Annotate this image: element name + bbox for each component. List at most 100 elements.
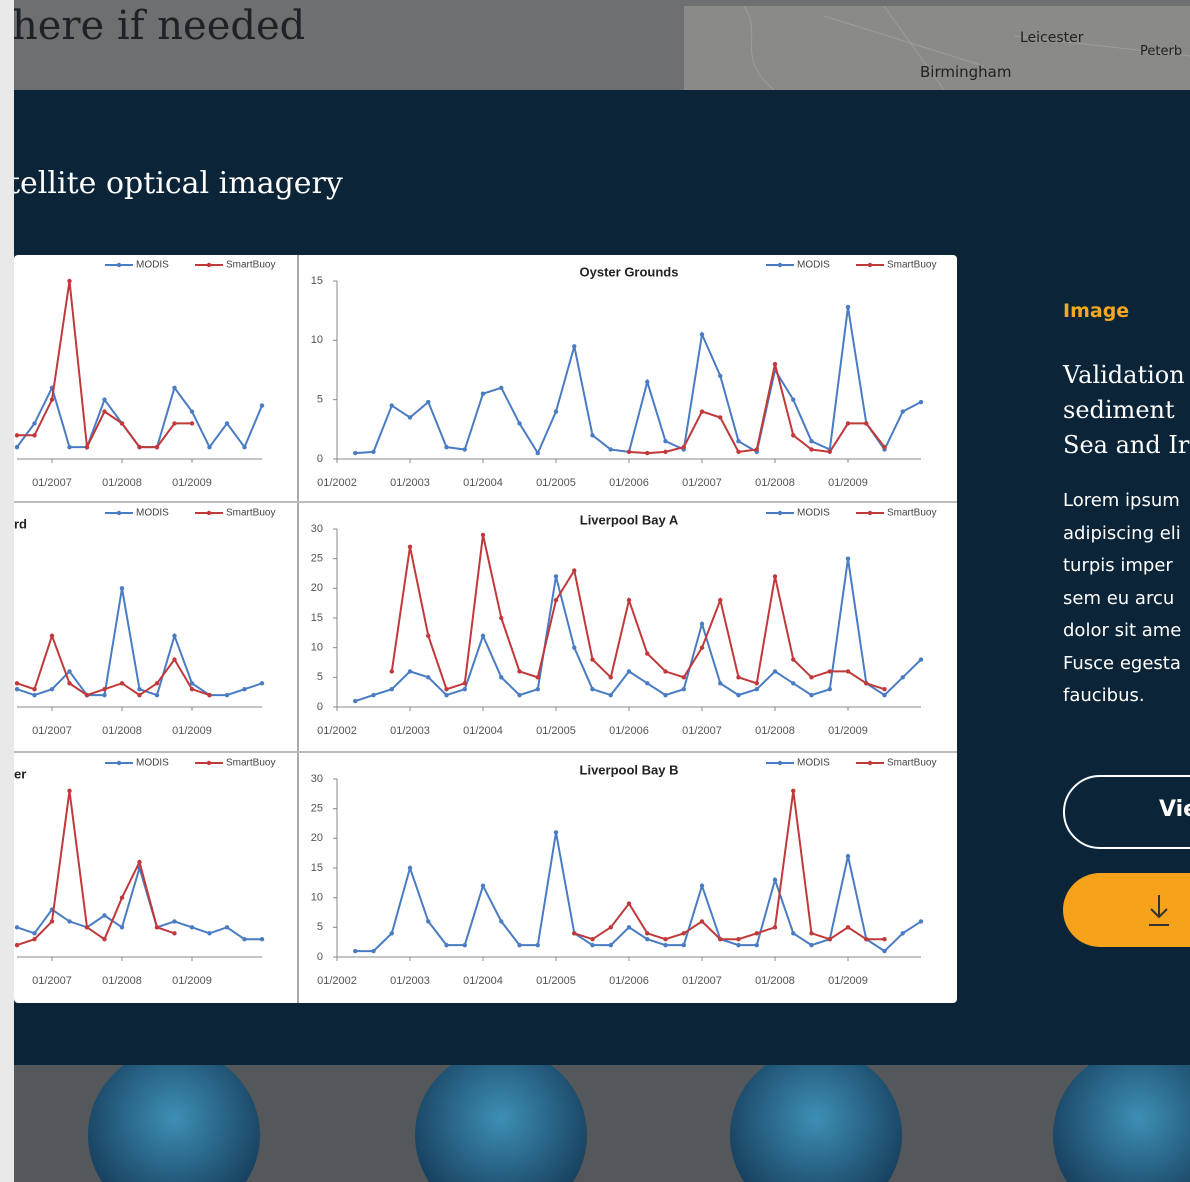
data-point [645, 451, 649, 455]
data-point [353, 949, 357, 953]
x-tick-label: 01/2006 [609, 477, 649, 489]
y-tick-label: 10 [311, 334, 323, 346]
data-point [846, 305, 850, 309]
x-tick-label: 01/2003 [390, 975, 430, 987]
data-point [882, 693, 886, 697]
data-point [155, 445, 159, 449]
x-tick-label: 01/2002 [317, 975, 357, 987]
legend-label: MODIS [136, 758, 169, 769]
data-point [463, 681, 467, 685]
data-point [609, 675, 613, 679]
data-point [190, 409, 194, 413]
data-point [682, 445, 686, 449]
data-point [15, 925, 19, 929]
data-point [120, 925, 124, 929]
data-point [590, 943, 594, 947]
data-point [773, 574, 777, 578]
x-tick-label: 01/2003 [390, 725, 430, 737]
data-point [700, 622, 704, 626]
legend-marker [868, 511, 872, 515]
data-point [590, 433, 594, 437]
data-point [736, 937, 740, 941]
data-point [102, 693, 106, 697]
data-point [791, 397, 795, 401]
data-point [50, 634, 54, 638]
legend-label: SmartBuoy [226, 508, 275, 519]
data-point [572, 645, 576, 649]
data-point [155, 681, 159, 685]
data-point [353, 699, 357, 703]
data-point [390, 669, 394, 673]
data-point [700, 884, 704, 888]
data-point [536, 687, 540, 691]
y-tick-label: 20 [311, 832, 323, 844]
legend-marker [778, 511, 782, 515]
data-point [137, 687, 141, 691]
x-tick-label: 01/2007 [682, 477, 722, 489]
data-point [663, 943, 667, 947]
chart-title: Oyster Grounds [580, 264, 679, 279]
data-point [242, 937, 246, 941]
data-point [590, 937, 594, 941]
data-point [682, 687, 686, 691]
data-point [67, 445, 71, 449]
y-tick-label: 5 [317, 921, 323, 933]
data-point [663, 937, 667, 941]
y-tick-label: 25 [311, 553, 323, 565]
data-point [517, 943, 521, 947]
data-point [901, 409, 905, 413]
data-point [882, 949, 886, 953]
x-tick-label: 01/2007 [32, 477, 72, 489]
data-point [444, 445, 448, 449]
data-point [102, 397, 106, 401]
data-point [32, 421, 36, 425]
legend-label: MODIS [797, 508, 830, 519]
x-tick-label: 01/2004 [463, 725, 503, 737]
data-point [864, 421, 868, 425]
data-point [517, 669, 521, 673]
chart-image: 01/200701/200801/2009MODISSmartBuoy05101… [0, 0, 1190, 1182]
data-point [499, 386, 503, 390]
data-point [155, 925, 159, 929]
data-point [85, 925, 89, 929]
data-point [809, 943, 813, 947]
data-point [137, 860, 141, 864]
legend-label: MODIS [797, 260, 830, 271]
x-tick-label: 01/2009 [828, 477, 868, 489]
data-point [645, 380, 649, 384]
data-point [481, 392, 485, 396]
chart-title: er [14, 766, 26, 781]
chart-title: rd [14, 516, 27, 531]
y-tick-label: 15 [311, 612, 323, 624]
data-point [408, 545, 412, 549]
legend-marker [868, 263, 872, 267]
data-point [663, 693, 667, 697]
data-point [736, 693, 740, 697]
data-point [736, 450, 740, 454]
data-point [190, 925, 194, 929]
data-point [32, 937, 36, 941]
x-tick-label: 01/2008 [102, 975, 142, 987]
data-point [32, 433, 36, 437]
data-point [260, 403, 264, 407]
data-point [32, 687, 36, 691]
legend-label: MODIS [136, 508, 169, 519]
data-point [828, 450, 832, 454]
data-point [846, 854, 850, 858]
data-point [736, 675, 740, 679]
data-point [371, 693, 375, 697]
data-point [371, 450, 375, 454]
data-point [102, 409, 106, 413]
data-point [809, 931, 813, 935]
y-tick-label: 30 [311, 773, 323, 785]
chart-title: Liverpool Bay B [580, 762, 679, 777]
data-point [846, 669, 850, 673]
data-point [408, 415, 412, 419]
data-point [499, 919, 503, 923]
x-tick-label: 01/2006 [609, 725, 649, 737]
data-point [67, 919, 71, 923]
data-point [499, 675, 503, 679]
data-point [426, 634, 430, 638]
data-point [172, 657, 176, 661]
x-tick-label: 01/2007 [682, 975, 722, 987]
